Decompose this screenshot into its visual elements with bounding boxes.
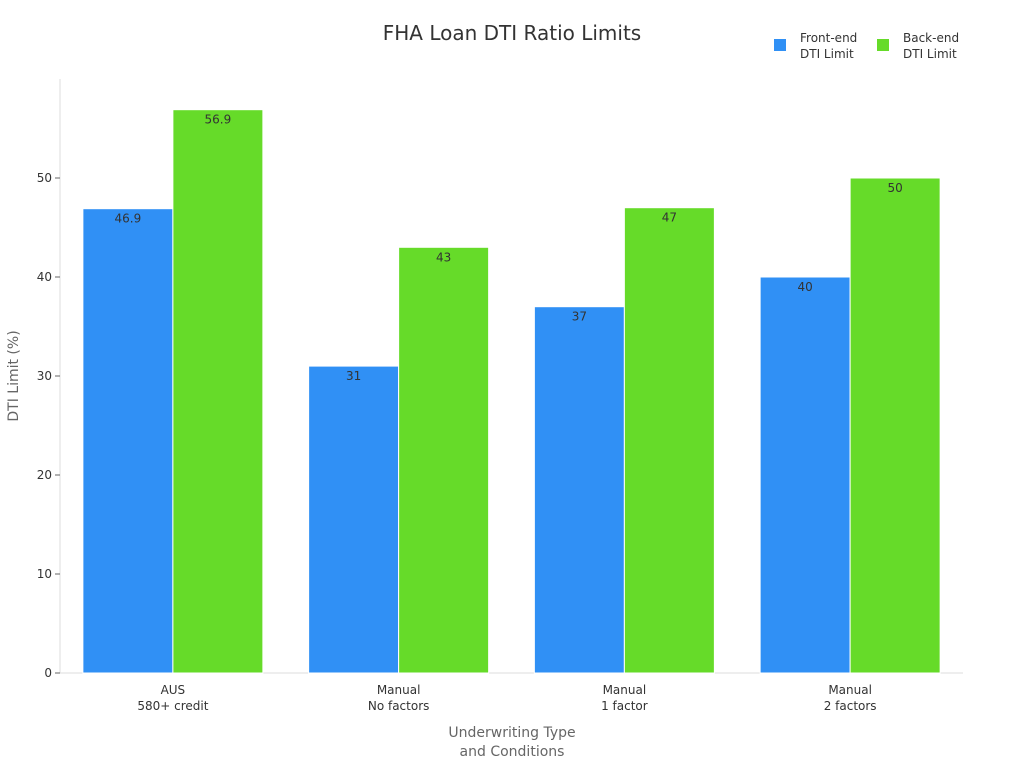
bar xyxy=(533,306,625,674)
data-label: 50 xyxy=(887,181,902,195)
x-tick-label: AUS xyxy=(161,683,186,697)
x-tick-label: Manual xyxy=(377,683,421,697)
data-label: 43 xyxy=(436,250,451,264)
y-tick-label: 10 xyxy=(37,567,52,581)
x-tick-label: Manual xyxy=(828,683,872,697)
x-tick-label: 2 factors xyxy=(824,699,877,713)
bar xyxy=(849,177,941,674)
bar xyxy=(308,365,400,674)
bar xyxy=(398,246,490,674)
legend-label: Back-end xyxy=(903,31,959,45)
x-axis-label-line2: and Conditions xyxy=(460,744,565,760)
y-tick-label: 50 xyxy=(37,171,52,185)
chart-title: FHA Loan DTI Ratio Limits xyxy=(383,21,641,45)
x-axis-label-line1: Underwriting Type xyxy=(448,725,575,741)
x-tick-label: 580+ credit xyxy=(137,699,208,713)
bar xyxy=(172,109,264,674)
data-label: 47 xyxy=(662,211,677,225)
legend-swatch xyxy=(774,39,786,51)
data-label: 56.9 xyxy=(205,113,232,127)
legend-swatch xyxy=(877,39,889,51)
legend-label: DTI Limit xyxy=(800,47,854,61)
bar xyxy=(82,208,174,674)
y-tick-label: 30 xyxy=(37,369,52,383)
bar xyxy=(759,276,851,674)
axes: 0 10 20 30 40 50 AUS 580+ credit Manual No factor… xyxy=(37,79,963,713)
bars: 46.9 56.9 31 43 37 47 40 50 xyxy=(82,109,941,674)
data-label: 40 xyxy=(797,280,812,294)
x-tick-label: Manual xyxy=(603,683,647,697)
bar xyxy=(623,207,715,674)
data-label: 37 xyxy=(572,310,587,324)
data-label: 31 xyxy=(346,369,361,383)
y-tick-label: 40 xyxy=(37,270,52,284)
data-label: 46.9 xyxy=(115,212,142,226)
x-tick-label: No factors xyxy=(368,699,430,713)
legend-label: Front-end xyxy=(800,31,857,45)
y-axis-label: DTI Limit (%) xyxy=(6,330,22,421)
y-tick-label: 0 xyxy=(44,666,52,680)
y-tick-label: 20 xyxy=(37,468,52,482)
legend-label: DTI Limit xyxy=(903,47,957,61)
legend: Front-end DTI Limit Back-end DTI Limit xyxy=(774,31,959,61)
x-tick-label: 1 factor xyxy=(601,699,648,713)
